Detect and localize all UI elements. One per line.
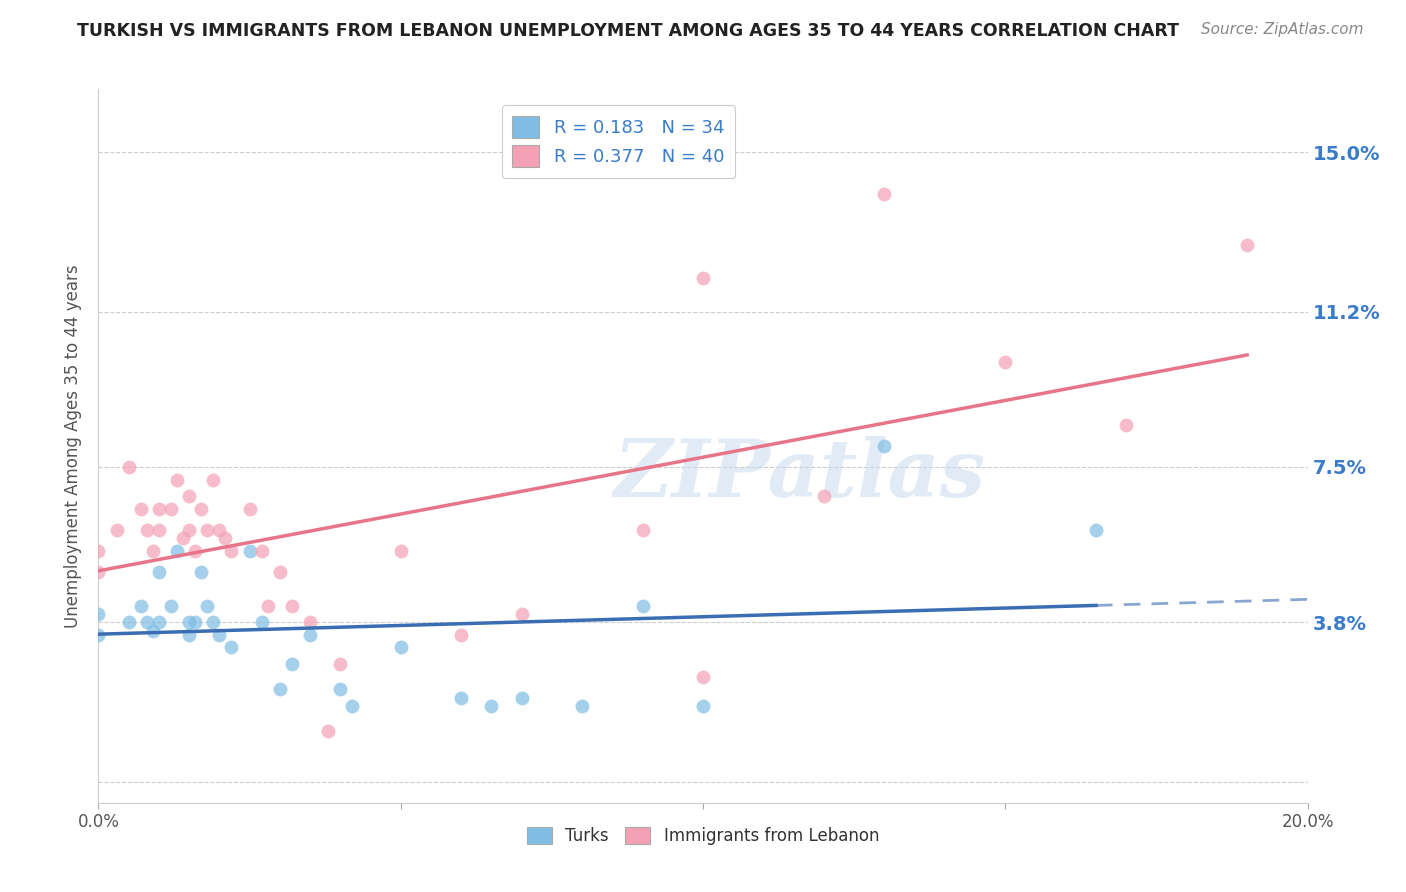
Point <box>692 670 714 684</box>
Point <box>135 615 157 630</box>
Y-axis label: Unemployment Among Ages 35 to 44 years: Unemployment Among Ages 35 to 44 years <box>65 264 83 628</box>
Point <box>299 615 322 630</box>
Point <box>510 607 533 621</box>
Point <box>142 544 165 558</box>
Point <box>329 682 352 697</box>
Point <box>184 615 207 630</box>
Point <box>316 724 339 739</box>
Point <box>221 640 243 655</box>
Point <box>190 502 212 516</box>
Point <box>450 628 472 642</box>
Point <box>166 544 188 558</box>
Point <box>571 699 593 714</box>
Text: Source: ZipAtlas.com: Source: ZipAtlas.com <box>1201 22 1364 37</box>
Point <box>105 523 128 537</box>
Point <box>160 599 183 613</box>
Point <box>166 473 188 487</box>
Point <box>179 489 201 503</box>
Point <box>631 523 654 537</box>
Point <box>1085 523 1108 537</box>
Point <box>813 489 835 503</box>
Point <box>221 544 243 558</box>
Point <box>299 628 322 642</box>
Point <box>208 523 231 537</box>
Point <box>1115 417 1137 432</box>
Point <box>389 544 412 558</box>
Point <box>510 690 533 705</box>
Point <box>184 544 207 558</box>
Point <box>250 615 273 630</box>
Point <box>256 599 278 613</box>
Point <box>142 624 165 638</box>
Point <box>269 565 291 579</box>
Point <box>148 615 170 630</box>
Point <box>87 565 110 579</box>
Point <box>87 544 110 558</box>
Point <box>195 523 218 537</box>
Point <box>172 532 194 546</box>
Point <box>389 640 412 655</box>
Point <box>160 502 183 516</box>
Point <box>342 699 364 714</box>
Point <box>873 187 896 202</box>
Point <box>179 628 201 642</box>
Point <box>281 599 304 613</box>
Point <box>118 460 141 475</box>
Point <box>269 682 291 697</box>
Point <box>481 699 503 714</box>
Text: ZIPatlas: ZIPatlas <box>613 436 986 513</box>
Point <box>129 502 152 516</box>
Point <box>148 523 170 537</box>
Point <box>329 657 352 672</box>
Point <box>87 607 110 621</box>
Point <box>239 502 262 516</box>
Point <box>214 532 236 546</box>
Point <box>179 615 201 630</box>
Point <box>190 565 212 579</box>
Point <box>873 439 896 453</box>
Point <box>692 271 714 285</box>
Point <box>631 599 654 613</box>
Point <box>281 657 304 672</box>
Point <box>179 523 201 537</box>
Point <box>148 565 170 579</box>
Point <box>118 615 141 630</box>
Point <box>208 628 231 642</box>
Point <box>135 523 157 537</box>
Point <box>1236 237 1258 252</box>
Point <box>994 355 1017 369</box>
Text: TURKISH VS IMMIGRANTS FROM LEBANON UNEMPLOYMENT AMONG AGES 35 TO 44 YEARS CORREL: TURKISH VS IMMIGRANTS FROM LEBANON UNEMP… <box>77 22 1180 40</box>
Point <box>202 615 225 630</box>
Point <box>239 544 262 558</box>
Point <box>129 599 152 613</box>
Point <box>87 628 110 642</box>
Point <box>250 544 273 558</box>
Point <box>692 699 714 714</box>
Point <box>148 502 170 516</box>
Point <box>202 473 225 487</box>
Point <box>195 599 218 613</box>
Legend: Turks, Immigrants from Lebanon: Turks, Immigrants from Lebanon <box>520 820 886 852</box>
Point <box>450 690 472 705</box>
